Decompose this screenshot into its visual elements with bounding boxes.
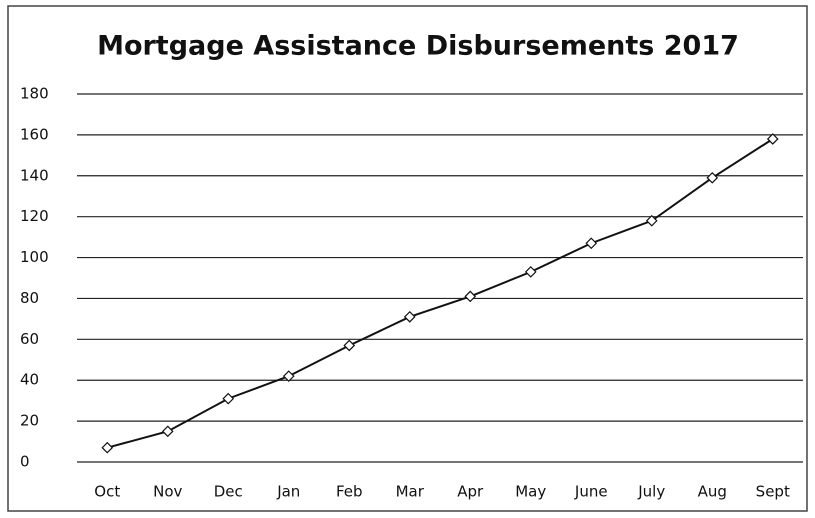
y-tick-label: 100 xyxy=(20,248,49,266)
y-tick-label: 20 xyxy=(20,412,39,430)
y-tick-label: 60 xyxy=(20,330,39,348)
y-tick-label: 140 xyxy=(20,166,49,184)
line xyxy=(106,138,774,449)
marker xyxy=(101,441,114,454)
y-tick-label: 180 xyxy=(20,85,49,103)
x-tick-label: Jan xyxy=(276,483,300,501)
marker xyxy=(222,392,235,405)
x-tick-label: Apr xyxy=(457,483,484,501)
x-tick-label: May xyxy=(515,483,546,501)
marker xyxy=(585,237,598,250)
marker xyxy=(706,171,719,184)
x-tick-label: Feb xyxy=(336,483,363,501)
y-tick-label: 0 xyxy=(20,453,30,471)
y-tick-label: 120 xyxy=(20,207,49,225)
x-tick-label: Nov xyxy=(153,483,182,501)
y-tick-label: 40 xyxy=(20,371,39,389)
marker xyxy=(645,214,658,227)
x-tick-label: Dec xyxy=(214,483,243,501)
x-tick-label: Mar xyxy=(396,483,425,501)
x-tick-label: July xyxy=(637,483,665,501)
marker xyxy=(282,370,295,382)
marker xyxy=(161,425,174,438)
marker xyxy=(766,133,779,145)
y-tick-label: 80 xyxy=(20,289,39,307)
x-tick-label: Aug xyxy=(698,483,727,501)
x-tick-label: Oct xyxy=(94,483,120,501)
marker xyxy=(343,339,356,352)
marker xyxy=(464,290,477,303)
marker xyxy=(524,266,537,278)
y-tick-label: 160 xyxy=(20,125,49,143)
x-tick-label: June xyxy=(574,483,608,501)
chart-border xyxy=(7,5,808,512)
x-tick-label: Sept xyxy=(756,483,790,501)
marker xyxy=(403,310,416,323)
chart-title: Mortgage Assistance Disbursements 2017 xyxy=(97,31,739,62)
